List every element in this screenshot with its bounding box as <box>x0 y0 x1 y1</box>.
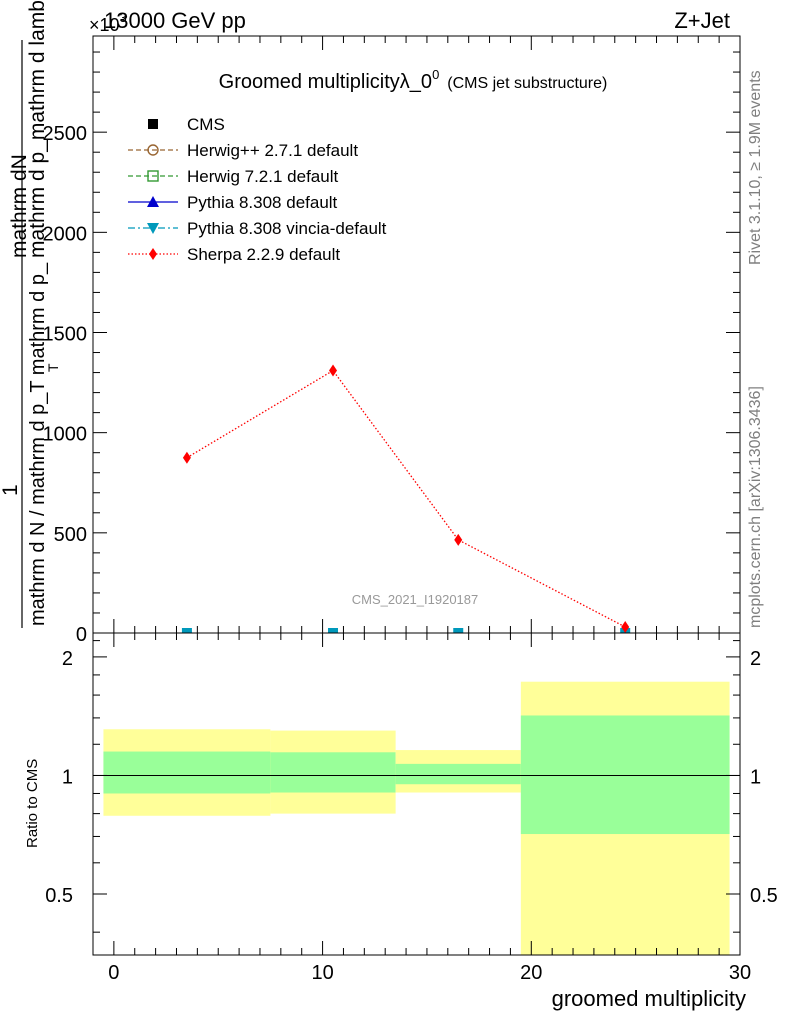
ratio-y-tick-label-right: 1 <box>750 766 761 788</box>
legend-marker <box>147 223 159 234</box>
ratio-inner-band <box>270 752 396 793</box>
rivet-version-label: Rivet 3.1.10, ≥ 1.9M events <box>747 70 764 265</box>
ratio-inner-band <box>395 763 521 785</box>
legend-entry: Herwig++ 2.7.1 default <box>128 141 358 160</box>
main-y-ticks: 0 500 1000 1500 2000 2500 <box>43 51 740 646</box>
legend-marker <box>147 144 159 156</box>
main-y-tick-label: 1500 <box>43 323 88 345</box>
x-tick-label: 30 <box>729 962 751 984</box>
ratio-inner-band <box>103 751 271 794</box>
legend-entry: Herwig 7.2.1 default <box>128 167 338 186</box>
main-panel: 0 500 1000 1500 2000 2500 Groomed multiplicit… <box>0 0 741 646</box>
legend-marker <box>147 170 159 182</box>
y-label-numerator-b: mathrm d p_mathrm d lambda <box>26 0 49 258</box>
legend-label: CMS <box>187 115 225 134</box>
y-label-numerator: mathrm dN <box>8 154 31 258</box>
legend-label: Herwig 7.2.1 default <box>187 167 338 186</box>
x-tick-label: 0 <box>108 962 119 984</box>
cms-data-point <box>328 628 339 633</box>
y-multiplier: ×103 <box>89 10 127 35</box>
main-y-tick-label: 2000 <box>43 223 88 245</box>
main-y-label: mathrm dN mathrm d p_mathrm d lambda 1 m… <box>0 0 61 628</box>
legend-entry: Sherpa 2.2.9 default <box>128 245 340 264</box>
ratio-y-label: Ratio to CMS <box>24 759 41 848</box>
ratio-y-tick-label: 0.5 <box>45 885 73 907</box>
sherpa-point <box>329 364 338 377</box>
legend-entry: Pythia 8.308 default <box>128 193 338 212</box>
sherpa-point <box>454 533 463 546</box>
ratio-y-tick-label: 1 <box>62 766 73 788</box>
main-y-tick-label: 500 <box>54 524 87 546</box>
legend-label: Pythia 8.308 default <box>187 193 338 212</box>
energy-label: 13000 GeV pp <box>104 8 246 33</box>
x-tick-label: 20 <box>520 962 542 984</box>
legend: CMS Herwig++ 2.7.1 default Herwig 7.2.1 de… <box>128 115 387 264</box>
legend-marker <box>147 196 159 207</box>
legend-entry: CMS <box>148 115 225 134</box>
ratio-inner-band <box>520 715 730 835</box>
y-label-subscript: T <box>45 363 61 372</box>
ratio-y-tick-label: 2 <box>62 648 73 670</box>
mcplots-label: mcplots.cern.ch [arXiv:1306.3436] <box>747 386 764 628</box>
plot-title: Groomed multiplicityλ_00(CMS jet substru… <box>219 67 608 93</box>
main-x-ticks <box>92 36 741 633</box>
ratio-y-tick-label-right: 2 <box>750 648 761 670</box>
cms-data-point <box>453 628 464 633</box>
legend-marker <box>149 248 157 260</box>
main-y-tick-label: 1000 <box>43 424 88 446</box>
cms-data-point <box>181 628 192 633</box>
ratio-panel: 0.5 0.5 1 1 2 2 0 10 20 30 Ratio to CMS groomed … <box>24 632 778 1011</box>
legend-marker <box>148 119 158 129</box>
legend-entry: Pythia 8.308 vincia-default <box>128 219 387 238</box>
legend-label: Pythia 8.308 vincia-default <box>187 219 387 238</box>
ratio-x-ticks: 0 10 20 30 <box>92 633 751 984</box>
sherpa-line <box>186 369 626 628</box>
sherpa-point <box>621 620 630 633</box>
main-y-tick-label: 2500 <box>43 123 88 145</box>
ratio-y-tick-label-right: 0.5 <box>750 885 778 907</box>
ratio-bands <box>103 681 730 955</box>
analysis-watermark: CMS_2021_I1920187 <box>352 592 479 607</box>
x-tick-label: 10 <box>311 962 333 984</box>
main-y-tick-label: 0 <box>76 624 87 646</box>
sherpa-point <box>182 451 191 464</box>
legend-label: Herwig++ 2.7.1 default <box>187 141 358 160</box>
ratio-frame <box>92 632 741 956</box>
main-series <box>181 364 631 633</box>
y-label-denominator: mathrm d N / mathrm d p_T mathrm d p_ <box>27 262 49 626</box>
ratio-y-ticks: 0.5 0.5 1 1 2 2 <box>45 640 778 933</box>
x-axis-label: groomed multiplicity <box>552 986 746 1011</box>
legend-label: Sherpa 2.2.9 default <box>187 245 340 264</box>
y-label-one: 1 <box>0 484 22 496</box>
process-label: Z+Jet <box>674 8 730 33</box>
